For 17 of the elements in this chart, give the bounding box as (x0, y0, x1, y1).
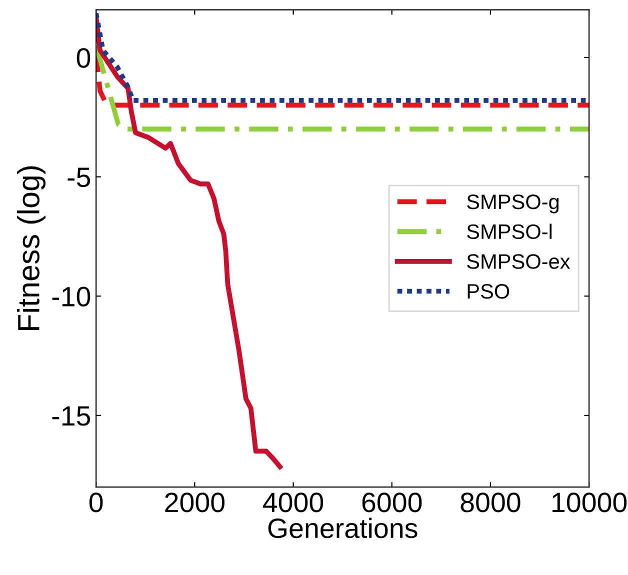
legend-label: SMPSO-g (467, 194, 559, 214)
y-axis-title: Fitness (log) (17, 166, 46, 330)
y-tick-label: 0 (76, 48, 90, 68)
y-tick-label: -15 (52, 406, 90, 426)
legend-label: SMPSO-ex (467, 254, 570, 269)
legend-label: PSO (468, 284, 510, 299)
x-tick-label: 10000 (552, 492, 627, 512)
x-tick-label: 4000 (263, 492, 324, 512)
line-series (96, 43, 590, 132)
x-tick-label: 2000 (165, 492, 224, 512)
x-axis-title: Generations (268, 518, 418, 538)
x-tick-label: 6000 (362, 492, 422, 512)
y-tick-label: -5 (68, 168, 90, 188)
x-tick-label: 8000 (460, 492, 520, 512)
x-tick-label: 0 (89, 492, 103, 512)
y-tick-label: -10 (52, 286, 90, 306)
legend-label: SMPSO-l (467, 224, 552, 240)
